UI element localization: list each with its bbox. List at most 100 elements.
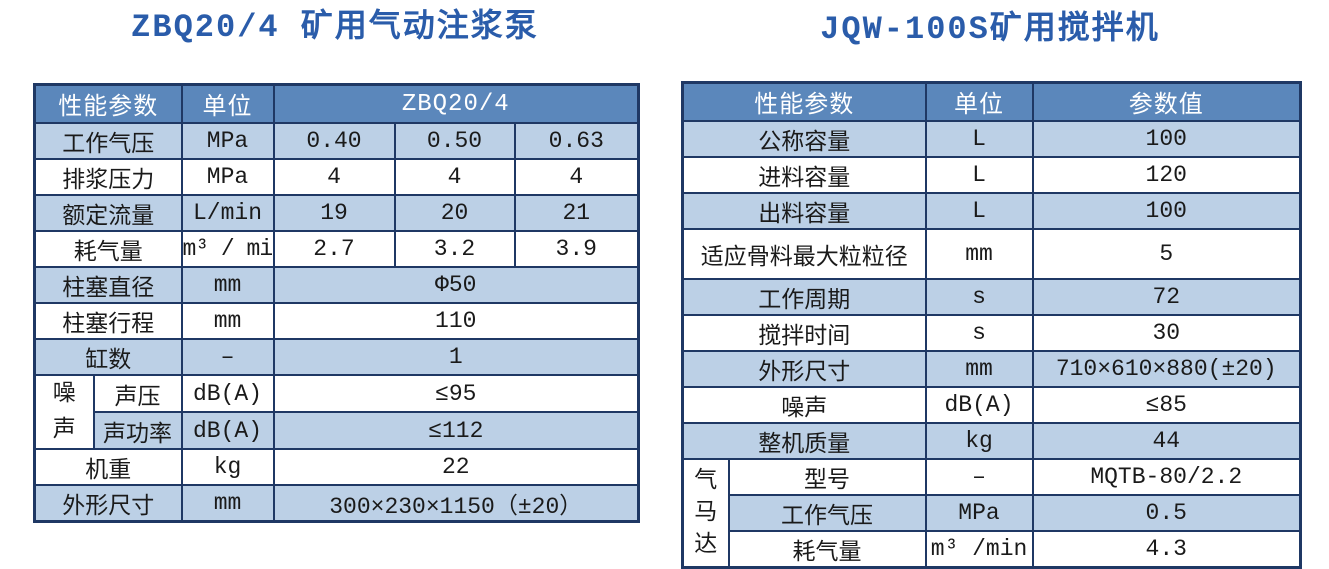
air-motor-group-label: 气马达 [694, 468, 718, 558]
value-cell: 300×230×1150（±20） [272, 484, 640, 523]
value-cell: 4 [272, 158, 396, 196]
value-cell: 0.5 [1031, 494, 1302, 532]
unit-header-cell: 单位 [180, 83, 275, 124]
value-cell: 0.50 [393, 122, 516, 160]
param-cell: 工作气压 [33, 122, 183, 160]
param-cell: 外形尺寸 [33, 484, 183, 523]
mixer-title: JQW-100S矿用搅拌机 [820, 11, 1160, 48]
unit-cell: m³ /min [924, 530, 1034, 569]
value-cell: 3.2 [393, 230, 516, 268]
param-cell: 耗气量 [727, 530, 927, 569]
table-header-row: 性能参数 单位 参数值 [681, 81, 1302, 122]
table-row: 工作气压 MPa 0.40 0.50 0.63 [33, 122, 640, 160]
table-row: 声功率 dB(A) ≤112 [35, 411, 640, 450]
table-row: 气马达 型号 – MQTB-80/2.2 [681, 458, 1302, 569]
unit-cell: dB(A) [924, 386, 1034, 424]
unit-cell: MPa [180, 122, 275, 160]
param-cell: 耗气量 [33, 230, 183, 268]
value-cell: 4 [513, 158, 640, 196]
table-row: 排浆压力 MPa 4 4 4 [33, 158, 640, 196]
value-cell: 100 [1031, 120, 1302, 158]
noise-group-cell: 噪声 [33, 374, 95, 450]
table-row: 工作周期 s 72 [681, 278, 1302, 316]
value-cell: ≤112 [272, 411, 640, 450]
param-cell: 出料容量 [681, 192, 927, 230]
unit-cell: mm [924, 228, 1034, 280]
mixer-spec-table: 性能参数 单位 参数值 公称容量 L 100 进料容量 L 120 出料容量 L… [681, 81, 1302, 569]
param-cell: 柱塞直径 [33, 266, 183, 304]
table-row: 外形尺寸 mm 710×610×880(±20) [681, 350, 1302, 388]
table-row: 柱塞直径 mm Φ50 [33, 266, 640, 304]
table-row: 搅拌时间 s 30 [681, 314, 1302, 352]
param-cell: 型号 [727, 458, 927, 496]
value-cell: 710×610×880(±20) [1031, 350, 1302, 388]
table-row: 公称容量 L 100 [681, 120, 1302, 158]
unit-cell: mm [180, 302, 275, 340]
param-cell: 声压 [92, 374, 183, 413]
unit-cell: – [924, 458, 1034, 496]
unit-cell: mm [924, 350, 1034, 388]
unit-cell: L [924, 192, 1034, 230]
param-header-cell: 性能参数 [33, 83, 183, 124]
table-row: 进料容量 L 120 [681, 156, 1302, 194]
unit-cell: MPa [180, 158, 275, 196]
unit-cell: kg [924, 422, 1034, 460]
unit-cell: s [924, 314, 1034, 352]
table-row: 耗气量 m³ / min 2.7 3.2 3.9 [33, 230, 640, 268]
value-cell: 1 [272, 338, 640, 376]
param-cell: 搅拌时间 [681, 314, 927, 352]
unit-cell: – [180, 338, 275, 376]
value-cell: 120 [1031, 156, 1302, 194]
value-cell: 0.40 [272, 122, 396, 160]
value-cell: 20 [393, 194, 516, 232]
value-cell: 44 [1031, 422, 1302, 460]
param-cell: 工作气压 [727, 494, 927, 532]
table-row: 噪声 dB(A) ≤85 [681, 386, 1302, 424]
air-motor-group-cell: 气马达 [681, 458, 730, 569]
pump-title: ZBQ20/4 矿用气动注浆泵 [131, 9, 539, 46]
table-row: 噪声 声压 dB(A) ≤95 [33, 374, 640, 450]
unit-cell: kg [180, 448, 275, 486]
unit-cell: s [924, 278, 1034, 316]
table-row: 工作气压 MPa 0.5 [683, 494, 1302, 532]
param-cell: 适应骨料最大粒粒径 [681, 228, 927, 280]
value-header-cell: 参数值 [1031, 81, 1302, 122]
param-cell: 额定流量 [33, 194, 183, 232]
value-cell: 19 [272, 194, 396, 232]
value-cell: 72 [1031, 278, 1302, 316]
table-row: 额定流量 L/min 19 20 21 [33, 194, 640, 232]
model-header-cell: ZBQ20/4 [272, 83, 640, 124]
param-cell: 噪声 [681, 386, 927, 424]
value-cell: 30 [1031, 314, 1302, 352]
param-cell: 工作周期 [681, 278, 927, 316]
value-cell: 100 [1031, 192, 1302, 230]
param-cell: 柱塞行程 [33, 302, 183, 340]
pump-spec-table: 性能参数 单位 ZBQ20/4 工作气压 MPa 0.40 0.50 0.63 … [33, 83, 641, 523]
value-cell: 0.63 [513, 122, 640, 160]
param-cell: 进料容量 [681, 156, 927, 194]
param-cell: 排浆压力 [33, 158, 183, 196]
value-cell: 2.7 [272, 230, 396, 268]
value-cell: 21 [513, 194, 640, 232]
unit-cell: L/min [180, 194, 275, 232]
unit-cell: dB(A) [180, 374, 275, 413]
value-cell: 3.9 [513, 230, 640, 268]
table-row: 耗气量 m³ /min 4.3 [683, 530, 1302, 569]
value-cell: MQTB-80/2.2 [1031, 458, 1302, 496]
unit-cell: L [924, 120, 1034, 158]
unit-cell: mm [180, 484, 275, 523]
table-row: 机重 kg 22 [33, 448, 640, 486]
param-cell: 外形尺寸 [681, 350, 927, 388]
unit-cell: m³ / min [180, 230, 275, 268]
value-cell: 22 [272, 448, 640, 486]
value-cell: 5 [1031, 228, 1302, 280]
param-cell: 整机质量 [681, 422, 927, 460]
value-cell: 110 [272, 302, 640, 340]
unit-cell: L [924, 156, 1034, 194]
table-header-row: 性能参数 单位 ZBQ20/4 [33, 83, 640, 124]
table-row: 出料容量 L 100 [681, 192, 1302, 230]
param-cell: 声功率 [92, 411, 183, 450]
param-cell: 缸数 [33, 338, 183, 376]
param-cell: 机重 [33, 448, 183, 486]
